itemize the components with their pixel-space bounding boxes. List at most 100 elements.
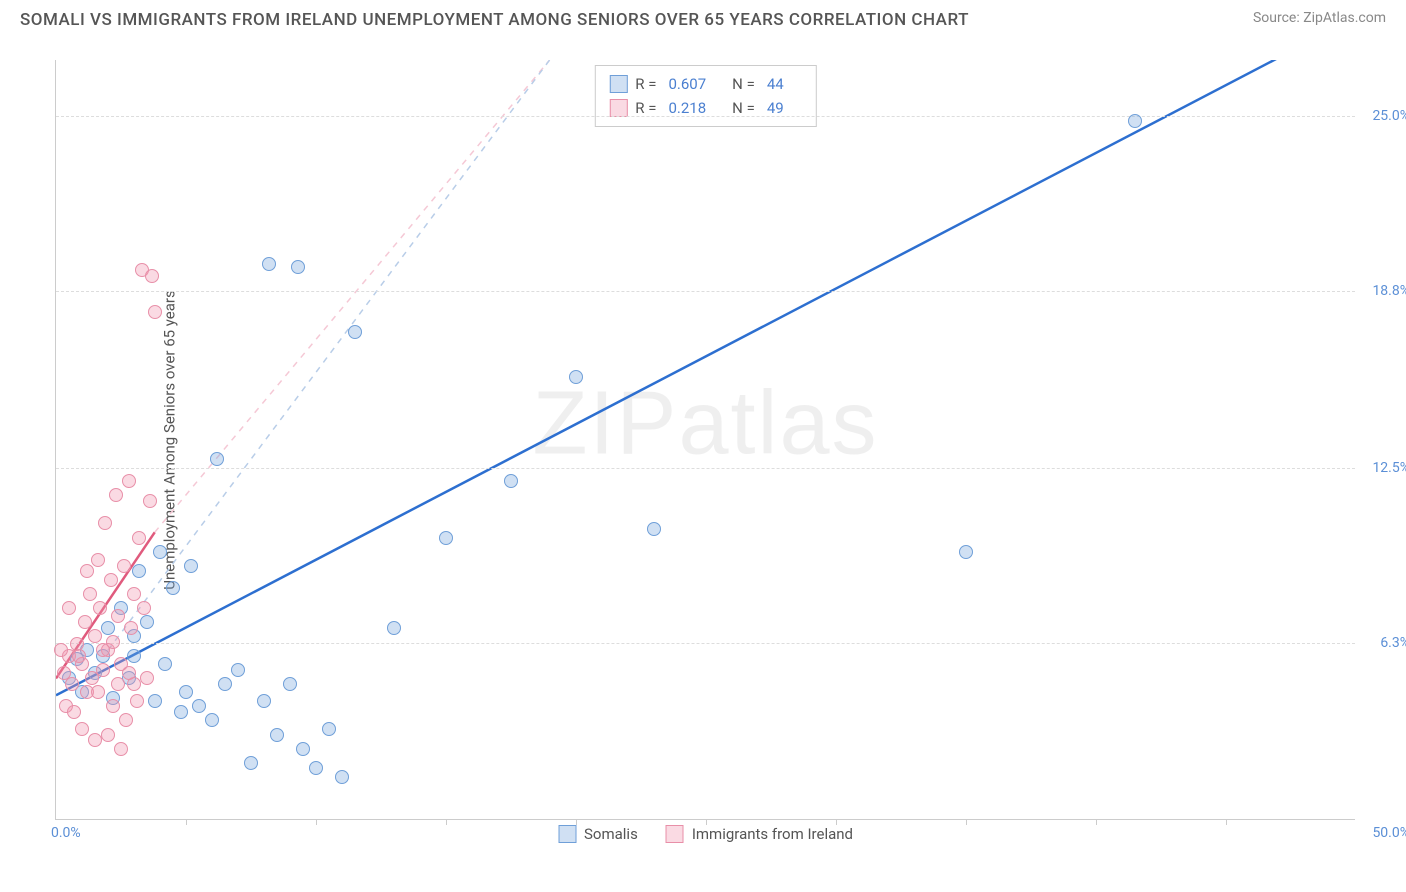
data-point: [127, 587, 141, 601]
gridline-horizontal: [56, 468, 1355, 469]
x-tick: [1096, 819, 1097, 825]
data-point: [65, 677, 79, 691]
data-point: [80, 564, 94, 578]
y-tick-label: 6.3%: [1380, 635, 1406, 651]
data-point: [88, 629, 102, 643]
data-point: [647, 522, 661, 536]
n-label: N =: [732, 72, 755, 96]
y-tick-label: 12.5%: [1372, 460, 1406, 476]
data-point: [140, 671, 154, 685]
trend-lines: [56, 60, 1355, 819]
legend-label-ireland: Immigrants from Ireland: [692, 825, 853, 843]
data-point: [439, 531, 453, 545]
data-point: [104, 573, 118, 587]
r-value-somalis: 0.607: [668, 72, 706, 96]
data-point: [153, 545, 167, 559]
data-point: [270, 728, 284, 742]
swatch-somalis: [609, 75, 627, 93]
watermark: ZIPatlas: [532, 373, 878, 476]
x-tick: [706, 819, 707, 825]
series-legend: Somalis Immigrants from Ireland: [558, 825, 853, 843]
data-point: [130, 694, 144, 708]
data-point: [114, 742, 128, 756]
chart-title: SOMALI VS IMMIGRANTS FROM IRELAND UNEMPL…: [20, 10, 969, 30]
data-point: [91, 685, 105, 699]
data-point: [96, 663, 110, 677]
chart-area: Unemployment Among Seniors over 65 years…: [55, 50, 1385, 830]
data-point: [179, 685, 193, 699]
x-tick: [576, 819, 577, 825]
x-tick: [316, 819, 317, 825]
data-point: [1128, 114, 1142, 128]
data-point: [88, 733, 102, 747]
data-point: [569, 370, 583, 384]
data-point: [148, 305, 162, 319]
data-point: [210, 452, 224, 466]
data-point: [262, 257, 276, 271]
data-point: [72, 649, 86, 663]
x-axis-max-label: 50.0%: [1372, 825, 1406, 841]
source-label: Source: ZipAtlas.com: [1253, 10, 1386, 26]
data-point: [132, 531, 146, 545]
x-tick: [446, 819, 447, 825]
data-point: [335, 770, 349, 784]
data-point: [101, 728, 115, 742]
y-tick-label: 25.0%: [1372, 108, 1406, 124]
data-point: [96, 643, 110, 657]
data-point: [348, 325, 362, 339]
data-point: [124, 621, 138, 635]
data-point: [137, 601, 151, 615]
r-label: R =: [635, 72, 656, 96]
data-point: [140, 615, 154, 629]
n-value-somalis: 44: [767, 72, 784, 96]
data-point: [111, 677, 125, 691]
data-point: [291, 260, 305, 274]
correlation-row-somalis: R = 0.607 N = 44: [609, 72, 801, 96]
data-point: [91, 553, 105, 567]
data-point: [387, 621, 401, 635]
data-point: [184, 559, 198, 573]
data-point: [75, 722, 89, 736]
data-point: [309, 761, 323, 775]
data-point: [205, 713, 219, 727]
x-axis-min-label: 0.0%: [51, 825, 81, 841]
data-point: [62, 601, 76, 615]
data-point: [148, 694, 162, 708]
data-point: [192, 699, 206, 713]
x-tick: [836, 819, 837, 825]
data-point: [93, 601, 107, 615]
gridline-horizontal: [56, 643, 1355, 644]
legend-item-somalis: Somalis: [558, 825, 638, 843]
gridline-horizontal: [56, 291, 1355, 292]
data-point: [959, 545, 973, 559]
data-point: [231, 663, 245, 677]
data-point: [322, 722, 336, 736]
legend-item-ireland: Immigrants from Ireland: [666, 825, 853, 843]
data-point: [98, 516, 112, 530]
data-point: [122, 474, 136, 488]
scatter-plot: ZIPatlas R = 0.607 N = 44 R = 0.218 N = …: [55, 60, 1355, 820]
data-point: [78, 615, 92, 629]
data-point: [244, 756, 258, 770]
swatch-ireland: [609, 99, 627, 117]
swatch-somalis: [558, 825, 576, 843]
correlation-legend: R = 0.607 N = 44 R = 0.218 N = 49: [594, 65, 816, 127]
data-point: [111, 609, 125, 623]
swatch-ireland: [666, 825, 684, 843]
data-point: [132, 564, 146, 578]
data-point: [119, 713, 133, 727]
x-tick: [966, 819, 967, 825]
data-point: [296, 742, 310, 756]
data-point: [166, 581, 180, 595]
data-point: [106, 699, 120, 713]
data-point: [174, 705, 188, 719]
x-tick: [1226, 819, 1227, 825]
data-point: [218, 677, 232, 691]
legend-label-somalis: Somalis: [584, 825, 638, 843]
data-point: [109, 488, 123, 502]
data-point: [54, 643, 68, 657]
data-point: [143, 494, 157, 508]
data-point: [122, 666, 136, 680]
data-point: [145, 269, 159, 283]
x-tick: [186, 819, 187, 825]
